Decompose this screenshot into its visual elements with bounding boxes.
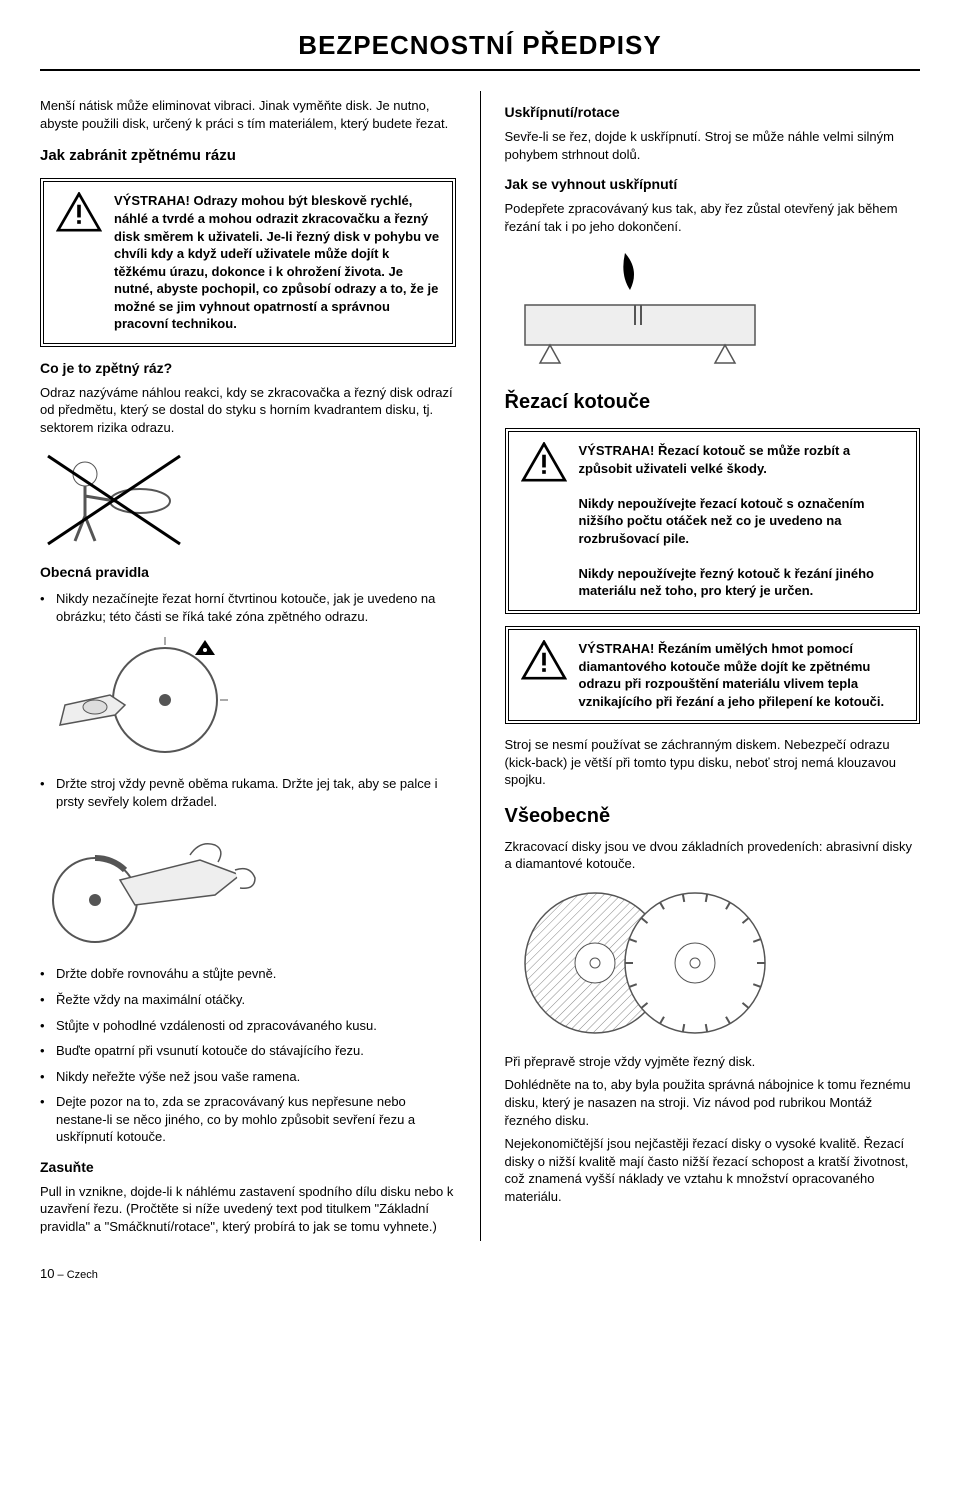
general-rules-list: Nikdy nezačínejte řezat horní čtvrtinou …: [40, 590, 456, 625]
column-divider: [480, 91, 481, 1241]
saw-top-quarter-icon: [40, 635, 250, 765]
list-item: Řežte vždy na maximální otáčky.: [40, 991, 456, 1009]
what-is-kickback-heading: Co je to zpětný ráz?: [40, 359, 456, 378]
two-hand-grip-icon: [40, 820, 280, 955]
general-rules-heading: Obecná pravidla: [40, 563, 456, 582]
support-workpiece-icon: [505, 245, 765, 375]
intro-paragraph: Menší nátisk může eliminovat vibraci. Ji…: [40, 97, 456, 132]
list-item: Držte stroj vždy pevně oběma rukama. Drž…: [40, 775, 456, 810]
warning-triangle-icon: [56, 192, 102, 232]
warning-triangle-icon: [521, 442, 567, 482]
page-footer: 10 – Czech: [40, 1265, 920, 1283]
flange-text: Dohlédněte na to, aby byla použita správ…: [505, 1076, 921, 1129]
avoid-pinching-text: Podepřete zpracovávaný kus tak, aby řez …: [505, 200, 921, 235]
economy-text: Nejekonomičtější jsou nejčastěji řezací …: [505, 1135, 921, 1205]
list-item: Nikdy neřežte výše než jsou vaše ramena.: [40, 1068, 456, 1086]
pinching-text: Sevře-li se řez, dojde k uskřípnutí. Str…: [505, 128, 921, 163]
left-column: Menší nátisk může eliminovat vibraci. Ji…: [40, 91, 456, 1241]
list-item: Dejte pozor na to, zda se zpracovávaný k…: [40, 1093, 456, 1146]
kickback-heading: Jak zabránit zpětnému rázu: [40, 146, 456, 166]
zasunte-heading: Zasuňte: [40, 1158, 456, 1177]
warning-disc-break-text: VÝSTRAHA! Řezací kotouč se může rozbít a…: [579, 442, 905, 600]
warning-kickback-text: VÝSTRAHA! Odrazy mohou být bleskově rych…: [114, 192, 440, 332]
warning-triangle-icon: [521, 640, 567, 680]
footer-dash: –: [58, 1269, 67, 1281]
cutting-discs-heading: Řezací kotouče: [505, 389, 921, 416]
avoid-pinching-heading: Jak se vyhnout uskřípnutí: [505, 175, 921, 194]
list-item: Buďte opatrní při vsunutí kotouče do stá…: [40, 1042, 456, 1060]
list-item: Držte dobře rovnováhu a stůjte pevně.: [40, 965, 456, 983]
two-column-layout: Menší nátisk může eliminovat vibraci. Ji…: [40, 91, 920, 1241]
warning-box-plastic: VÝSTRAHA! Řezáním umělých hmot pomocí di…: [505, 626, 921, 724]
page-title: BEZPECNOSTNÍ PŘEDPISY: [40, 28, 920, 71]
warning-box-kickback: VÝSTRAHA! Odrazy mohou být bleskově rych…: [40, 178, 456, 346]
list-item: Stůjte v pohodlné vzdálenosti od zpracov…: [40, 1017, 456, 1035]
general-rules-list-2: Držte stroj vždy pevně oběma rukama. Drž…: [40, 775, 456, 810]
general-heading: Všeobecně: [505, 803, 921, 830]
zasunte-text: Pull in vznikne, dojde-li k náhlému zast…: [40, 1183, 456, 1236]
right-column: Uskřípnutí/rotace Sevře-li se řez, dojde…: [505, 91, 921, 1241]
list-item: Nikdy nezačínejte řezat horní čtvrtinou …: [40, 590, 456, 625]
general-rules-list-3: Držte dobře rovnováhu a stůjte pevně. Ře…: [40, 965, 456, 1145]
warning-plastic-text: VÝSTRAHA! Řezáním umělých hmot pomocí di…: [579, 640, 905, 710]
transport-text: Při přepravě stroje vždy vyjměte řezný d…: [505, 1053, 921, 1071]
two-discs-icon: [505, 883, 785, 1043]
operator-crossed-icon: [40, 446, 190, 551]
page-number: 10: [40, 1266, 54, 1281]
what-is-kickback-text: Odraz nazýváme náhlou reakci, kdy se zkr…: [40, 384, 456, 437]
rescue-disc-text: Stroj se nesmí používat se záchranným di…: [505, 736, 921, 789]
warning-box-disc-break: VÝSTRAHA! Řezací kotouč se může rozbít a…: [505, 428, 921, 614]
footer-language: Czech: [67, 1269, 98, 1281]
pinching-heading: Uskřípnutí/rotace: [505, 103, 921, 122]
general-text: Zkracovací disky jsou ve dvou základních…: [505, 838, 921, 873]
